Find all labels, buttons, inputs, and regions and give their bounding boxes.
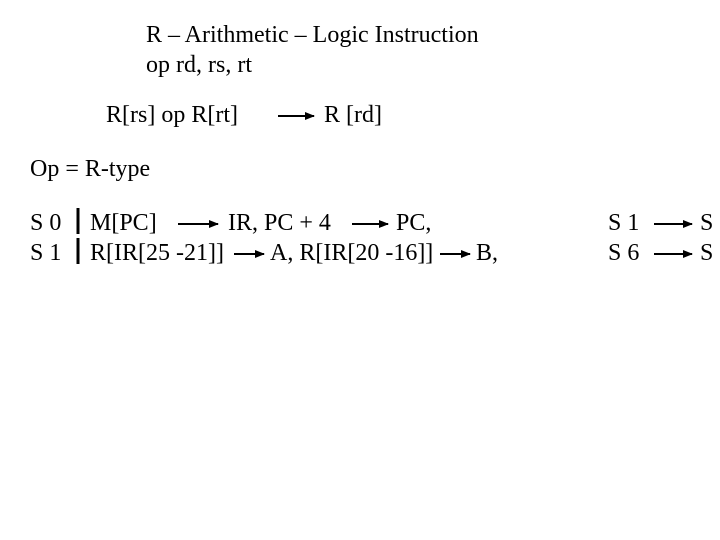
right-s1: S 1 [608, 210, 639, 237]
title-line-1: R – Arithmetic – Logic Instruction [146, 22, 479, 49]
s0-part1: M[PC] [90, 210, 157, 237]
s0-part2: IR, PC + 4 [228, 210, 331, 237]
s0-label: S 0 [30, 210, 61, 237]
expr-left: R[rs] op R[rt] [106, 102, 238, 129]
s1-part2: A, R[IR[20 -16]] [270, 240, 433, 267]
right-s-b: S [700, 240, 713, 267]
title-line-2: op rd, rs, rt [146, 52, 252, 79]
expr-right: R [rd] [324, 102, 382, 129]
s1-part1: R[IR[25 -21]] [90, 240, 224, 267]
s1-label: S 1 [30, 240, 61, 267]
arrows-layer [0, 0, 720, 540]
op-line: Op = R-type [30, 156, 150, 183]
s0-part3: PC, [396, 210, 431, 237]
right-s6: S 6 [608, 240, 639, 267]
right-s-a: S [700, 210, 713, 237]
s1-part3: B, [476, 240, 498, 267]
